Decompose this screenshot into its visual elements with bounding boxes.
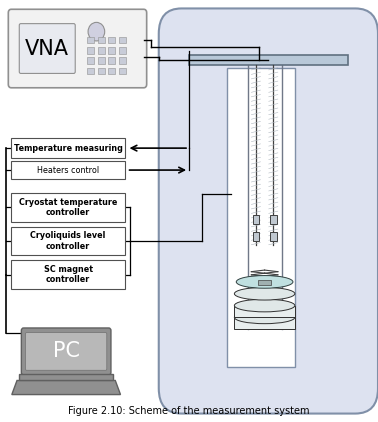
- Bar: [11, 227, 125, 255]
- Circle shape: [88, 22, 105, 41]
- Bar: [11, 161, 125, 179]
- Ellipse shape: [236, 276, 293, 288]
- FancyBboxPatch shape: [21, 328, 111, 375]
- Bar: [108, 47, 115, 54]
- Bar: [253, 215, 259, 224]
- Bar: [98, 37, 105, 43]
- Bar: [11, 138, 125, 158]
- Text: Cryostat temperature
controller: Cryostat temperature controller: [19, 197, 117, 217]
- Text: Temperature measuring: Temperature measuring: [14, 143, 122, 153]
- Bar: [234, 317, 295, 329]
- Bar: [258, 280, 271, 285]
- Ellipse shape: [234, 287, 295, 300]
- Bar: [189, 55, 348, 65]
- Text: Heaters control: Heaters control: [37, 165, 99, 175]
- FancyBboxPatch shape: [8, 9, 147, 88]
- Ellipse shape: [234, 299, 295, 312]
- Bar: [108, 68, 115, 74]
- Text: Figure 2.10: Scheme of the measurement system: Figure 2.10: Scheme of the measurement s…: [68, 406, 310, 417]
- Bar: [270, 215, 277, 224]
- Bar: [108, 37, 115, 43]
- Bar: [253, 232, 259, 241]
- Bar: [87, 57, 94, 64]
- Bar: [87, 68, 94, 74]
- Bar: [11, 260, 125, 289]
- Bar: [98, 57, 105, 64]
- Bar: [19, 374, 113, 381]
- Bar: [108, 57, 115, 64]
- FancyBboxPatch shape: [159, 8, 378, 414]
- Ellipse shape: [234, 311, 295, 324]
- Bar: [11, 193, 125, 222]
- Text: SC magnet
controller: SC magnet controller: [43, 265, 93, 284]
- Bar: [98, 68, 105, 74]
- Text: Cryoliquids level
controller: Cryoliquids level controller: [30, 231, 106, 251]
- Text: VNA: VNA: [25, 38, 69, 59]
- Polygon shape: [12, 381, 121, 395]
- Bar: [87, 37, 94, 43]
- Bar: [119, 37, 126, 43]
- Bar: [87, 47, 94, 54]
- FancyBboxPatch shape: [19, 24, 75, 73]
- FancyBboxPatch shape: [26, 333, 107, 370]
- Bar: [98, 47, 105, 54]
- Bar: [119, 57, 126, 64]
- Bar: [119, 47, 126, 54]
- Bar: [270, 232, 277, 241]
- Text: PC: PC: [53, 341, 80, 361]
- Bar: [234, 306, 295, 317]
- Bar: [227, 68, 295, 367]
- Bar: [119, 68, 126, 74]
